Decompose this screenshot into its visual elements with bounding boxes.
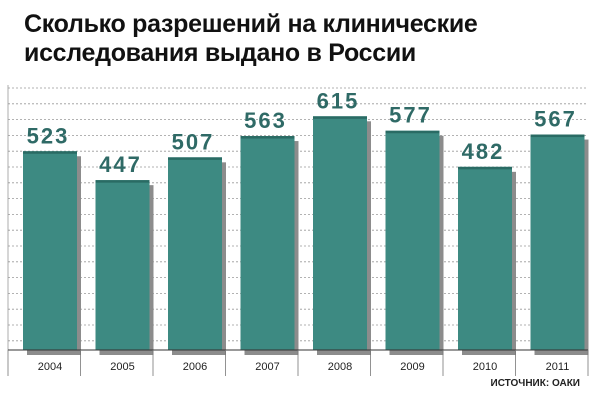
value-label-2009: 577 xyxy=(389,103,432,128)
bar-2008 xyxy=(313,116,367,350)
chart-title-line-2: исследования выдано в России xyxy=(24,39,416,67)
bar-top-edge xyxy=(458,166,512,170)
x-tick-label-2009: 2009 xyxy=(400,361,424,373)
bar-2011 xyxy=(530,134,585,350)
source-note: ИСТОЧНИК: ОАКИ xyxy=(490,378,581,389)
bar-top-edge xyxy=(385,130,440,134)
value-label-2011: 567 xyxy=(534,107,577,132)
bar-2006 xyxy=(168,157,222,350)
x-tick-label-2004: 2004 xyxy=(38,361,62,373)
x-tick-label-2008: 2008 xyxy=(328,361,352,373)
bar-2007 xyxy=(240,136,295,350)
value-labels: 523 447 507 563 615 577 482 567 xyxy=(27,88,577,177)
x-tick-label-2010: 2010 xyxy=(473,361,497,373)
bar-top-edge xyxy=(168,157,222,160)
x-tick-label-2007: 2007 xyxy=(255,361,279,373)
x-tick-label-2011: 2011 xyxy=(546,361,570,373)
bar-top-edge xyxy=(530,134,585,138)
bar-2009 xyxy=(385,130,440,350)
bar-top-edge xyxy=(23,151,77,154)
bar-2005 xyxy=(95,180,150,350)
x-tick-label-2006: 2006 xyxy=(183,361,207,373)
value-label-2004: 523 xyxy=(27,123,70,148)
chart-title-line-1: Сколько разрешений на клинические xyxy=(24,10,478,38)
bar-top-edge xyxy=(240,136,295,139)
chart-title: Сколько разрешений на клинические исслед… xyxy=(24,10,544,68)
value-label-2007: 563 xyxy=(244,108,287,133)
value-label-2006: 507 xyxy=(172,129,215,154)
bars xyxy=(23,116,585,350)
value-label-2008: 615 xyxy=(317,88,360,113)
bar-2004 xyxy=(23,151,77,350)
bar-top-edge xyxy=(95,180,150,183)
value-label-2010: 482 xyxy=(462,139,505,164)
value-label-2005: 447 xyxy=(99,152,142,177)
bar-2010 xyxy=(458,166,512,350)
x-tick-label-2005: 2005 xyxy=(110,361,134,373)
x-axis: 2004 2005 2006 2007 2008 2009 2010 2011 xyxy=(7,349,589,376)
bar-top-edge xyxy=(313,116,367,119)
